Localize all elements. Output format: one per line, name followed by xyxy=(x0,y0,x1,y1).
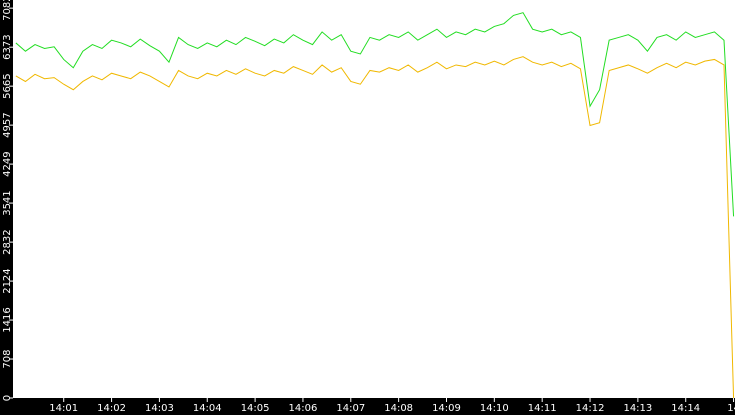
y-tick-label: 0 xyxy=(2,395,13,401)
x-tick-label: 14:07 xyxy=(336,403,365,414)
y-tick-label: 2832 xyxy=(2,229,13,254)
x-tick-label: 14:08 xyxy=(384,403,413,414)
y-tick-label: 6373 xyxy=(2,34,13,59)
y-tick-label: 7082 xyxy=(2,0,13,21)
x-tick-label: 14:01 xyxy=(49,403,78,414)
y-tick-label: 4957 xyxy=(2,112,13,137)
y-tick-label: 5665 xyxy=(2,73,13,98)
x-axis-strip xyxy=(0,398,735,415)
series-line xyxy=(15,12,735,217)
x-tick-label: 14:05 xyxy=(241,403,270,414)
x-tick-label: 14:11 xyxy=(528,403,557,414)
y-tick-label: 1416 xyxy=(2,307,13,332)
y-axis-strip xyxy=(0,0,13,415)
x-tick-label: 14:14 xyxy=(671,403,700,414)
x-tick-label: 14:10 xyxy=(480,403,509,414)
y-tick-label: 3541 xyxy=(2,190,13,215)
y-tick-label: 2124 xyxy=(2,268,13,293)
x-tick-label: 14:06 xyxy=(289,403,318,414)
x-tick-label: 14:13 xyxy=(623,403,652,414)
x-tick-label: 14 xyxy=(727,403,735,414)
x-tick-label: 14:04 xyxy=(193,403,222,414)
series-line xyxy=(15,56,735,399)
y-tick-label: 4249 xyxy=(2,151,13,176)
x-tick-label: 14:02 xyxy=(97,403,126,414)
x-tick-label: 14:09 xyxy=(432,403,461,414)
y-tick-label: 708 xyxy=(2,349,13,368)
x-tick-label: 14:03 xyxy=(145,403,174,414)
x-tick-label: 14:12 xyxy=(576,403,605,414)
